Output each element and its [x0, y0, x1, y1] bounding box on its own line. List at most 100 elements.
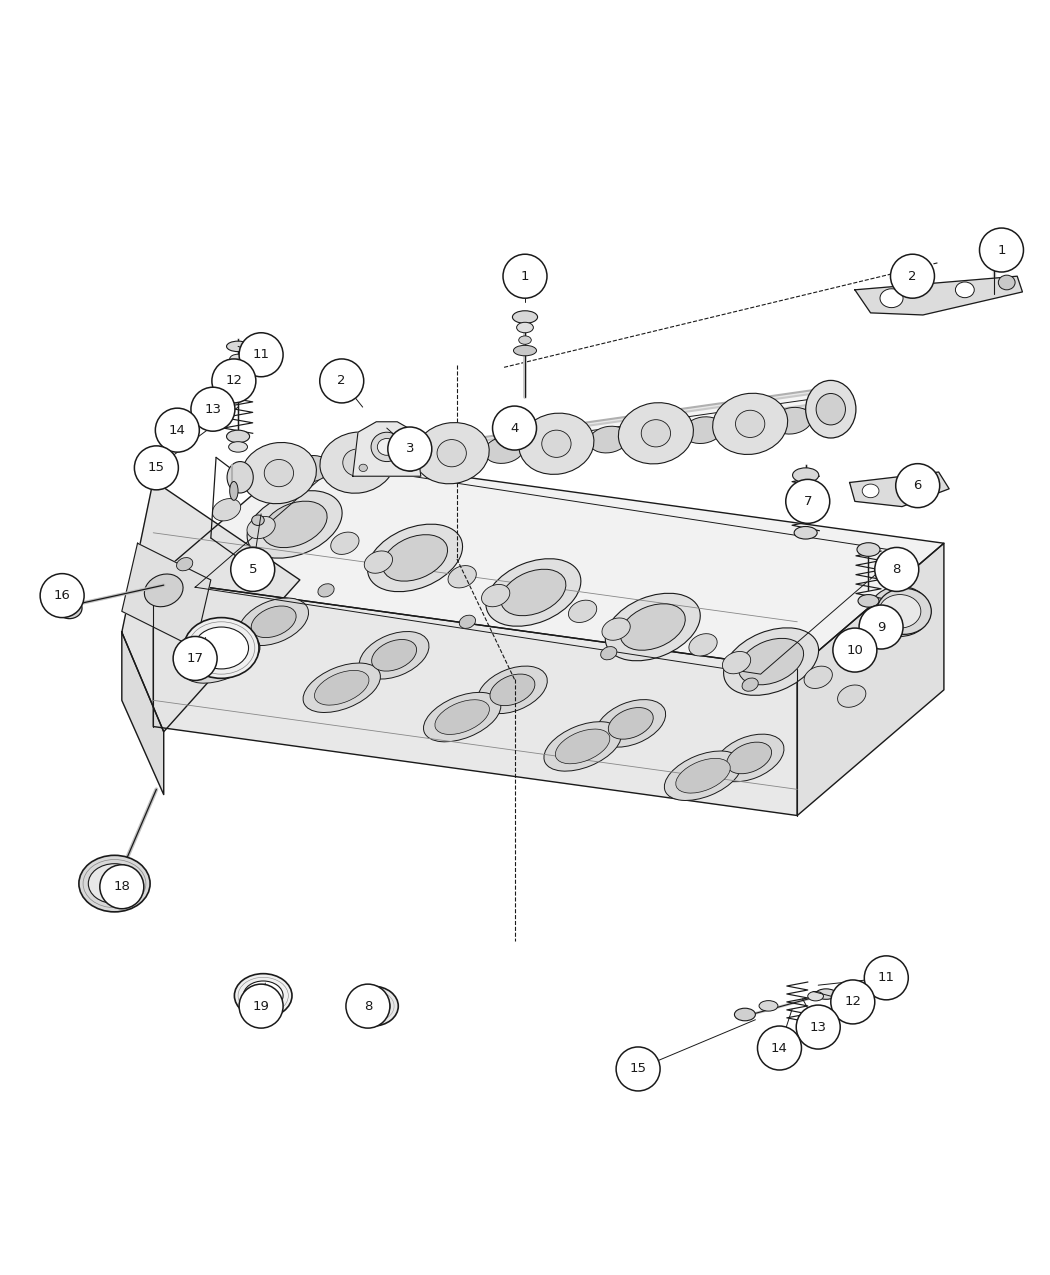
Ellipse shape: [602, 618, 630, 640]
Ellipse shape: [303, 663, 380, 713]
Ellipse shape: [877, 588, 931, 635]
Text: 14: 14: [771, 1042, 788, 1054]
Circle shape: [239, 333, 284, 376]
Circle shape: [864, 956, 908, 1000]
Ellipse shape: [244, 980, 284, 1010]
Ellipse shape: [555, 729, 610, 764]
Circle shape: [345, 984, 390, 1028]
Polygon shape: [153, 580, 797, 816]
Circle shape: [757, 1026, 801, 1070]
Text: 19: 19: [253, 1000, 270, 1012]
Text: 16: 16: [54, 589, 70, 602]
Polygon shape: [122, 632, 164, 794]
Circle shape: [492, 405, 537, 450]
Ellipse shape: [804, 666, 833, 689]
Ellipse shape: [857, 543, 880, 556]
Ellipse shape: [816, 394, 845, 425]
Ellipse shape: [372, 640, 417, 671]
Text: 11: 11: [253, 348, 270, 361]
Ellipse shape: [359, 464, 368, 472]
Ellipse shape: [368, 524, 463, 592]
Ellipse shape: [665, 751, 741, 801]
Ellipse shape: [869, 586, 930, 636]
Ellipse shape: [490, 674, 534, 705]
Ellipse shape: [448, 566, 477, 588]
Ellipse shape: [544, 722, 622, 771]
Ellipse shape: [364, 551, 393, 574]
Ellipse shape: [723, 627, 819, 695]
Circle shape: [833, 629, 877, 672]
Ellipse shape: [506, 419, 523, 432]
Ellipse shape: [816, 989, 837, 1000]
Ellipse shape: [512, 311, 538, 324]
Text: 12: 12: [226, 375, 243, 388]
Ellipse shape: [79, 856, 150, 912]
Text: 10: 10: [846, 644, 863, 657]
Ellipse shape: [377, 439, 396, 455]
Text: 15: 15: [630, 1062, 647, 1075]
Text: 9: 9: [877, 621, 885, 634]
Text: 8: 8: [892, 564, 901, 576]
Circle shape: [239, 984, 284, 1028]
Ellipse shape: [676, 759, 731, 793]
Ellipse shape: [242, 442, 316, 504]
Ellipse shape: [722, 652, 751, 673]
Ellipse shape: [356, 993, 390, 1019]
Ellipse shape: [589, 426, 629, 453]
Ellipse shape: [176, 557, 193, 571]
Ellipse shape: [956, 282, 974, 297]
Ellipse shape: [435, 700, 489, 734]
Circle shape: [173, 636, 217, 681]
Ellipse shape: [689, 634, 717, 655]
Ellipse shape: [911, 477, 924, 488]
Ellipse shape: [247, 516, 275, 539]
Ellipse shape: [183, 634, 260, 683]
Text: 7: 7: [803, 495, 812, 507]
Ellipse shape: [385, 446, 424, 473]
Circle shape: [890, 254, 934, 298]
Ellipse shape: [862, 484, 879, 497]
Ellipse shape: [229, 441, 248, 453]
Ellipse shape: [601, 646, 617, 660]
Circle shape: [387, 427, 432, 470]
Ellipse shape: [793, 468, 819, 482]
Ellipse shape: [194, 641, 249, 676]
Ellipse shape: [596, 700, 666, 747]
Ellipse shape: [484, 437, 524, 463]
Ellipse shape: [858, 594, 879, 607]
Ellipse shape: [227, 342, 250, 352]
Ellipse shape: [212, 499, 240, 521]
Text: 14: 14: [169, 423, 186, 436]
Ellipse shape: [605, 593, 700, 660]
Ellipse shape: [984, 244, 1005, 265]
Ellipse shape: [88, 863, 141, 904]
Ellipse shape: [291, 455, 330, 482]
Circle shape: [191, 388, 235, 431]
Ellipse shape: [230, 354, 247, 363]
Text: 1: 1: [521, 270, 529, 283]
Ellipse shape: [482, 584, 510, 607]
Ellipse shape: [513, 346, 537, 356]
Ellipse shape: [618, 403, 693, 464]
Ellipse shape: [459, 615, 476, 629]
Ellipse shape: [359, 631, 429, 680]
Circle shape: [155, 408, 200, 453]
Text: 2: 2: [908, 270, 917, 283]
Text: 8: 8: [363, 1000, 372, 1012]
Text: 5: 5: [249, 564, 257, 576]
Ellipse shape: [252, 515, 265, 525]
Ellipse shape: [542, 430, 571, 458]
Text: 18: 18: [113, 880, 130, 894]
Circle shape: [859, 606, 903, 649]
Ellipse shape: [805, 380, 856, 439]
Polygon shape: [849, 472, 949, 506]
Ellipse shape: [331, 532, 359, 555]
Ellipse shape: [238, 598, 309, 645]
Circle shape: [796, 1005, 840, 1049]
Text: 1: 1: [998, 244, 1006, 256]
Circle shape: [616, 1047, 660, 1091]
Circle shape: [785, 479, 830, 523]
Ellipse shape: [228, 368, 249, 379]
Circle shape: [212, 360, 256, 403]
Ellipse shape: [437, 440, 466, 467]
